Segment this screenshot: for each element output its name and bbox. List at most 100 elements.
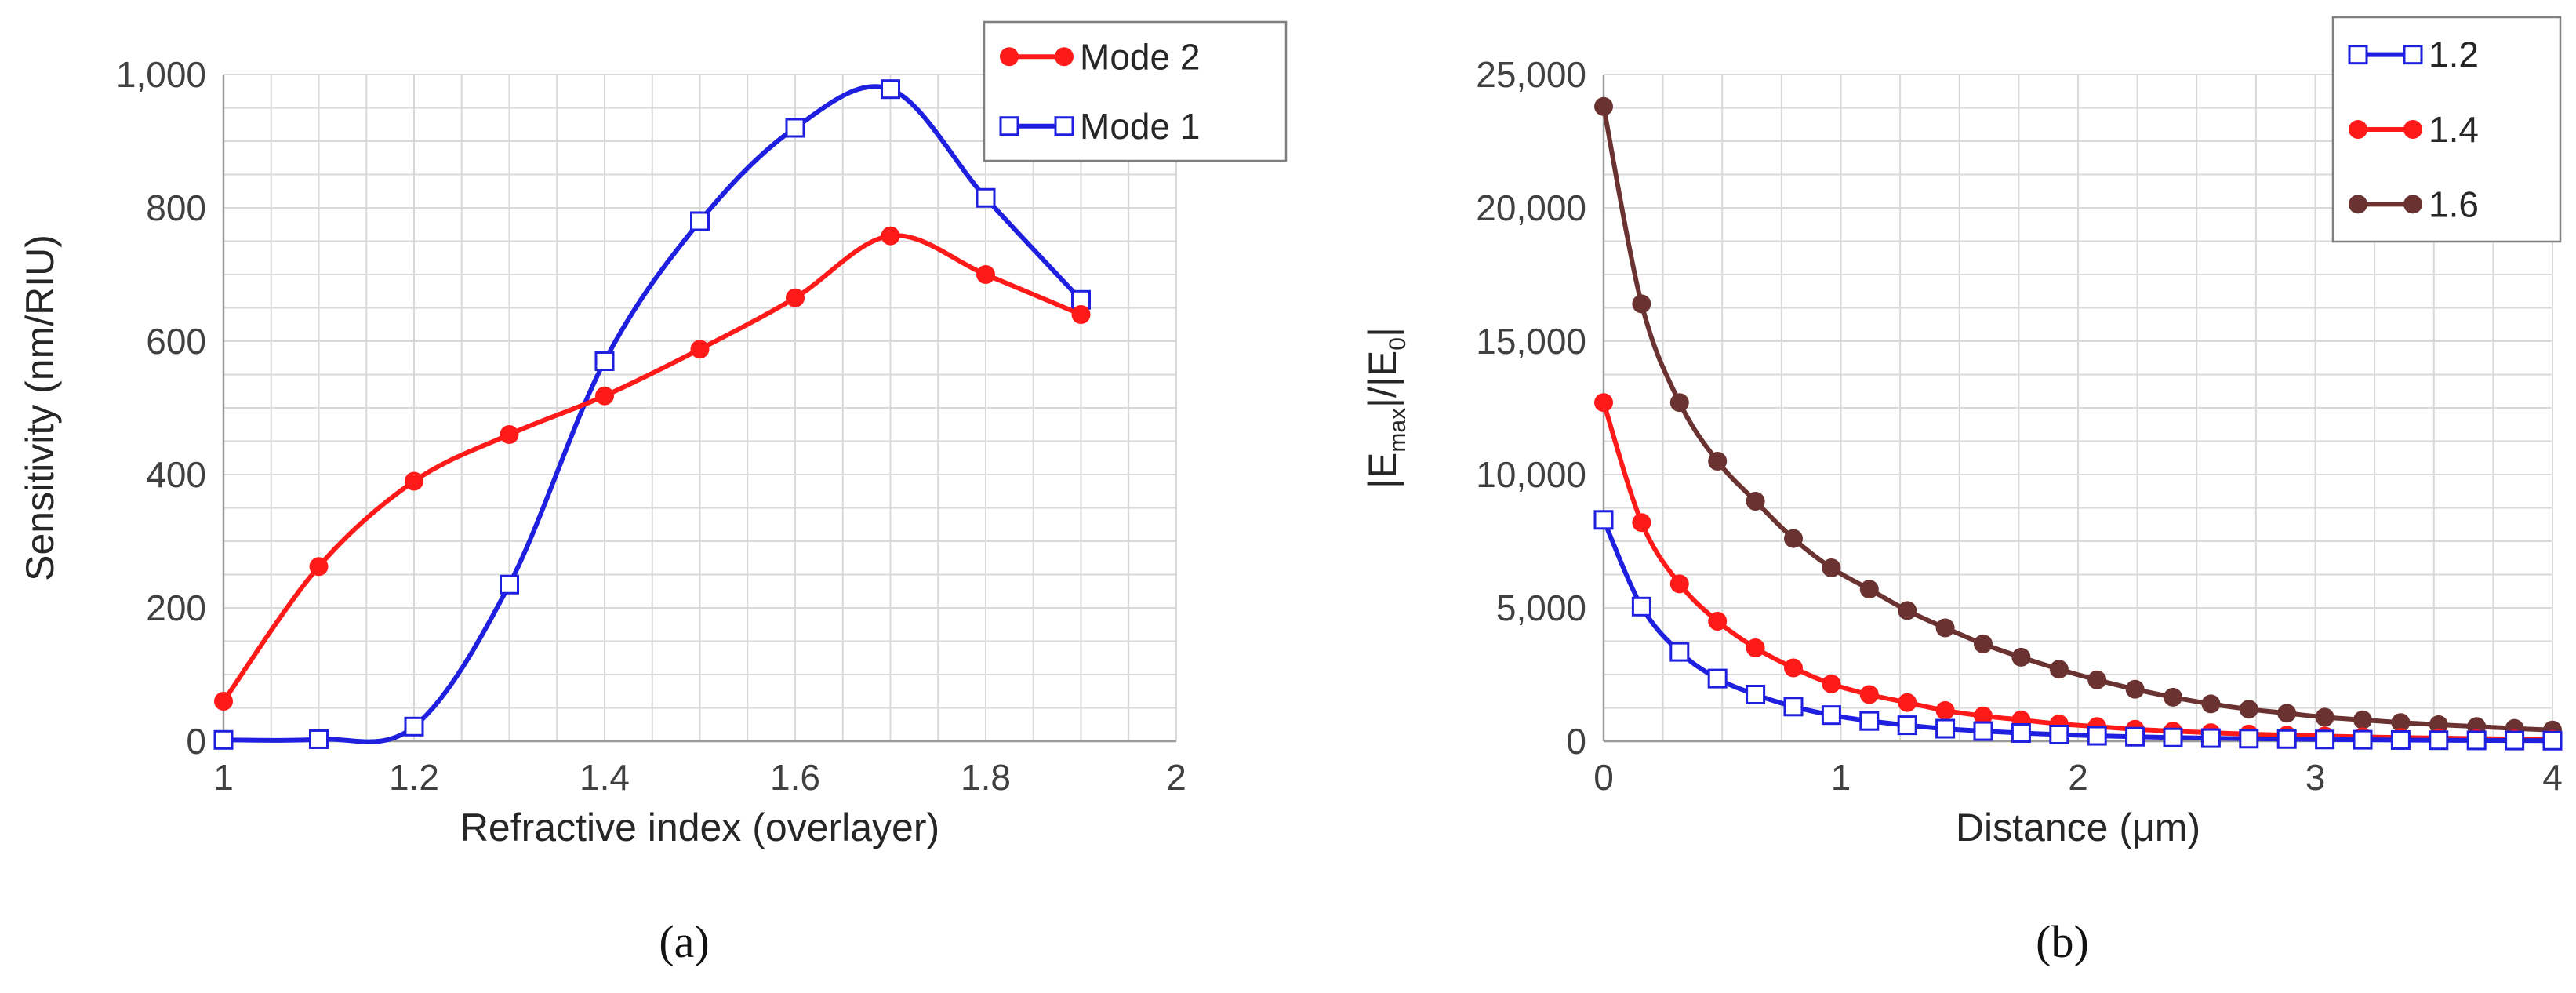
data-point [1898, 693, 1917, 712]
series-a-mode-2 [214, 226, 1091, 711]
data-point [2011, 647, 2031, 667]
data-point [1071, 305, 1091, 324]
y-tick-label: 5,000 [1496, 587, 1586, 628]
series-line [221, 233, 1084, 704]
data-point [2163, 727, 2183, 747]
y-tick-label: 0 [1566, 721, 1586, 762]
y-axis-label-b: |Emax|/|E0| [1361, 327, 1411, 489]
data-point [1632, 294, 1651, 314]
data-point [1746, 638, 1765, 657]
data-point [1632, 513, 1651, 533]
data-point [1822, 558, 1841, 577]
legend-marker [2348, 45, 2368, 65]
data-point [214, 692, 233, 711]
data-point [2087, 670, 2107, 689]
y-tick-label: 1,000 [116, 54, 206, 95]
data-point [1935, 700, 1955, 720]
data-point [1708, 612, 1728, 631]
legend-marker [1000, 47, 1019, 67]
data-point [881, 226, 900, 246]
data-point [2201, 694, 2221, 714]
data-point [1746, 685, 1766, 704]
legend-label: 1.6 [2429, 184, 2479, 224]
data-point [1669, 574, 1689, 594]
data-point [2239, 729, 2259, 749]
legend-marker [2349, 195, 2367, 214]
y-tick-label: 200 [146, 587, 206, 628]
data-point [404, 716, 424, 737]
data-point [1897, 715, 1917, 736]
legend-label: 1.4 [2429, 109, 2479, 150]
x-axis-label-b: Distance (μm) [1956, 806, 2200, 849]
x-tick-label: 1 [1831, 757, 1851, 798]
data-point [1784, 529, 1803, 548]
data-point [1746, 492, 1765, 511]
data-point [2353, 729, 2373, 750]
data-point [2390, 729, 2411, 750]
data-point [1974, 634, 1993, 653]
legend-label: Mode 1 [1080, 106, 1200, 147]
data-point [2125, 679, 2145, 699]
data-point [690, 211, 710, 231]
data-point [2276, 729, 2297, 749]
data-point [1594, 393, 1613, 413]
data-point [785, 118, 805, 138]
data-point [500, 574, 519, 595]
data-point [1935, 718, 1956, 739]
y-tick-label: 20,000 [1476, 187, 1586, 228]
x-tick-label: 1 [213, 757, 234, 798]
data-point [1898, 601, 1917, 620]
data-point [1974, 706, 1993, 726]
data-point [2429, 715, 2448, 734]
series-a-mode-1 [213, 79, 1091, 750]
data-point [1707, 668, 1728, 689]
data-point [1783, 697, 1804, 717]
data-point [2391, 713, 2411, 733]
y-tick-label: 400 [146, 454, 206, 495]
data-point [690, 340, 710, 359]
legend-b: 1.2 1.4 1.6 [2331, 16, 2562, 243]
data-point [1669, 393, 1689, 413]
data-point [2164, 687, 2182, 707]
x-tick-label: 2 [1166, 757, 1186, 798]
chart-a: 1 1.2 1.4 1.6 1.8 2 0 200 400 600 800 1,000 Refracti… [18, 20, 1288, 967]
x-tick-label: 1.4 [580, 757, 630, 798]
caption-a: (a) [659, 916, 709, 967]
legend-box [983, 20, 1288, 162]
data-point [213, 729, 234, 750]
legend-marker [2349, 120, 2367, 139]
y-tick-label: 600 [146, 321, 206, 362]
data-point [595, 386, 614, 406]
series-b-1.6 [1594, 96, 2562, 740]
data-point [2125, 726, 2145, 747]
x-tick-label: 4 [2542, 757, 2563, 798]
y-tick-label: 15,000 [1476, 321, 1586, 362]
legend-marker [2403, 120, 2422, 139]
data-point [2049, 725, 2069, 744]
data-point [1822, 674, 1841, 693]
data-point [405, 471, 423, 491]
caption-b: (b) [2036, 916, 2089, 967]
x-tick-label: 1.2 [389, 757, 439, 798]
data-point [1859, 711, 1880, 731]
data-point [500, 425, 519, 444]
data-point [2353, 710, 2372, 729]
x-tick-label: 1.6 [770, 757, 820, 798]
data-point [2239, 700, 2258, 719]
series-b-1.2 [1593, 510, 2563, 751]
data-point [309, 557, 329, 577]
legend-marker [999, 116, 1019, 136]
legend-a: Mode 2 Mode 1 [983, 20, 1288, 162]
data-point [2087, 726, 2107, 746]
data-point [1821, 705, 1841, 726]
data-point [1594, 96, 1613, 116]
legend-label: Mode 2 [1080, 36, 1200, 77]
data-point [1973, 721, 1993, 741]
chart-b: 0 1 2 3 4 0 5,000 10,000 15,000 20,000 25,000 Dista… [1361, 16, 2563, 967]
y-tick-label: 25,000 [1476, 54, 1586, 95]
data-point [2466, 730, 2487, 751]
data-point [2429, 730, 2449, 751]
legend-marker [1054, 116, 1074, 136]
y-tick-label: 0 [186, 721, 206, 762]
